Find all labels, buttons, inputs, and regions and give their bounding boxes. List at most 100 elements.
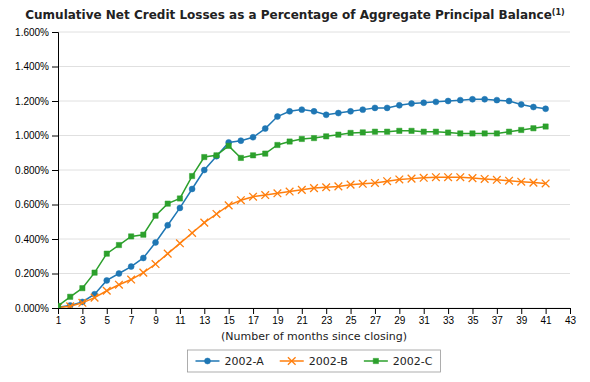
y-tick-label: 1.400% xyxy=(15,61,49,72)
grid-line xyxy=(58,273,570,274)
y-tick: 1.200% xyxy=(15,96,58,107)
series-point xyxy=(444,173,452,181)
series-point xyxy=(542,180,550,188)
legend-item: 2002-A xyxy=(195,355,264,368)
y-tick-mark xyxy=(52,136,58,137)
series-point xyxy=(164,250,172,258)
x-tick: 29 xyxy=(394,308,406,326)
series-point xyxy=(165,222,171,228)
series-point xyxy=(494,131,499,136)
series-point xyxy=(177,196,182,201)
series-point xyxy=(213,153,219,159)
x-tick-label: 33 xyxy=(443,315,455,326)
series-point xyxy=(396,102,402,108)
series-point xyxy=(445,130,450,135)
series-line xyxy=(58,99,546,307)
series-point xyxy=(397,128,402,133)
legend-label: 2002-C xyxy=(393,355,433,368)
x-tick: 21 xyxy=(297,308,309,326)
series-point xyxy=(506,129,511,134)
series-point xyxy=(323,112,329,118)
series-point xyxy=(543,124,548,129)
x-tick-label: 13 xyxy=(199,315,211,326)
grid xyxy=(58,32,570,308)
series-point xyxy=(80,286,85,291)
x-tick-mark xyxy=(326,308,327,314)
series-point xyxy=(310,184,318,192)
series-point xyxy=(335,110,341,116)
series-point xyxy=(432,173,440,181)
series-point xyxy=(214,153,219,158)
x-tick: 9 xyxy=(153,308,159,326)
series-point xyxy=(250,134,256,140)
series-point xyxy=(530,179,538,187)
grid-line xyxy=(58,66,570,67)
series-point xyxy=(116,242,121,247)
series-point xyxy=(470,131,475,136)
series-point xyxy=(287,139,292,144)
series-point xyxy=(128,234,133,239)
plot-root: 1357911131517192123252729313335373941430… xyxy=(15,27,576,326)
legend-label: 2002-B xyxy=(309,355,348,368)
series-point xyxy=(153,239,159,245)
x-tick-mark xyxy=(546,308,547,314)
y-tick: 1.000% xyxy=(15,130,58,141)
x-tick-label: 41 xyxy=(541,315,553,326)
y-tick-mark xyxy=(52,170,58,171)
y-tick-mark xyxy=(52,32,58,33)
series-point xyxy=(322,183,330,191)
x-tick: 13 xyxy=(199,308,211,326)
legend-item: 2002-B xyxy=(280,355,348,368)
x-tick: 3 xyxy=(80,308,86,326)
series-point xyxy=(348,130,353,135)
series-point xyxy=(127,276,135,284)
series-point xyxy=(359,180,367,188)
series-point xyxy=(263,151,268,156)
series-point xyxy=(58,303,61,308)
series-point xyxy=(79,299,87,307)
x-tick: 41 xyxy=(541,308,553,326)
series-point xyxy=(298,186,306,194)
series-point xyxy=(202,154,207,159)
series-line xyxy=(58,177,546,307)
series-point xyxy=(517,178,525,186)
series-point xyxy=(237,196,245,204)
series-point xyxy=(493,176,501,184)
grid-line xyxy=(58,239,570,240)
series-point xyxy=(543,106,549,112)
series-point xyxy=(104,277,110,283)
series-point xyxy=(360,107,366,113)
series-point xyxy=(348,108,354,114)
series-point xyxy=(115,281,123,289)
x-tick: 15 xyxy=(224,308,236,326)
x-tick-mark xyxy=(472,308,473,314)
x-tick-mark xyxy=(131,308,132,314)
x-tick-label: 17 xyxy=(248,315,260,326)
series-point xyxy=(433,99,439,105)
x-tick: 33 xyxy=(443,308,455,326)
series-point xyxy=(68,294,73,299)
series-point xyxy=(140,269,148,277)
series-point xyxy=(457,97,463,103)
series-point xyxy=(165,201,170,206)
x-tick-mark xyxy=(204,308,205,314)
x-tick: 17 xyxy=(248,308,260,326)
series-point xyxy=(336,132,341,137)
series-point xyxy=(396,176,404,184)
series-point xyxy=(275,142,280,147)
series-point xyxy=(482,131,487,136)
y-tick-mark xyxy=(52,205,58,206)
series-point xyxy=(531,126,536,131)
legend-label: 2002-A xyxy=(224,355,264,368)
series-point xyxy=(140,255,146,261)
series-point xyxy=(200,219,208,227)
series-point xyxy=(177,205,183,211)
y-tick-label: 0.400% xyxy=(15,234,49,245)
y-axis-line xyxy=(52,33,59,309)
series-point xyxy=(286,188,294,196)
y-tick-label: 0.000% xyxy=(15,303,49,314)
x-tick-label: 21 xyxy=(297,315,309,326)
x-tick: 31 xyxy=(419,308,431,326)
series-point xyxy=(261,191,269,199)
x-tick-mark xyxy=(521,308,522,314)
